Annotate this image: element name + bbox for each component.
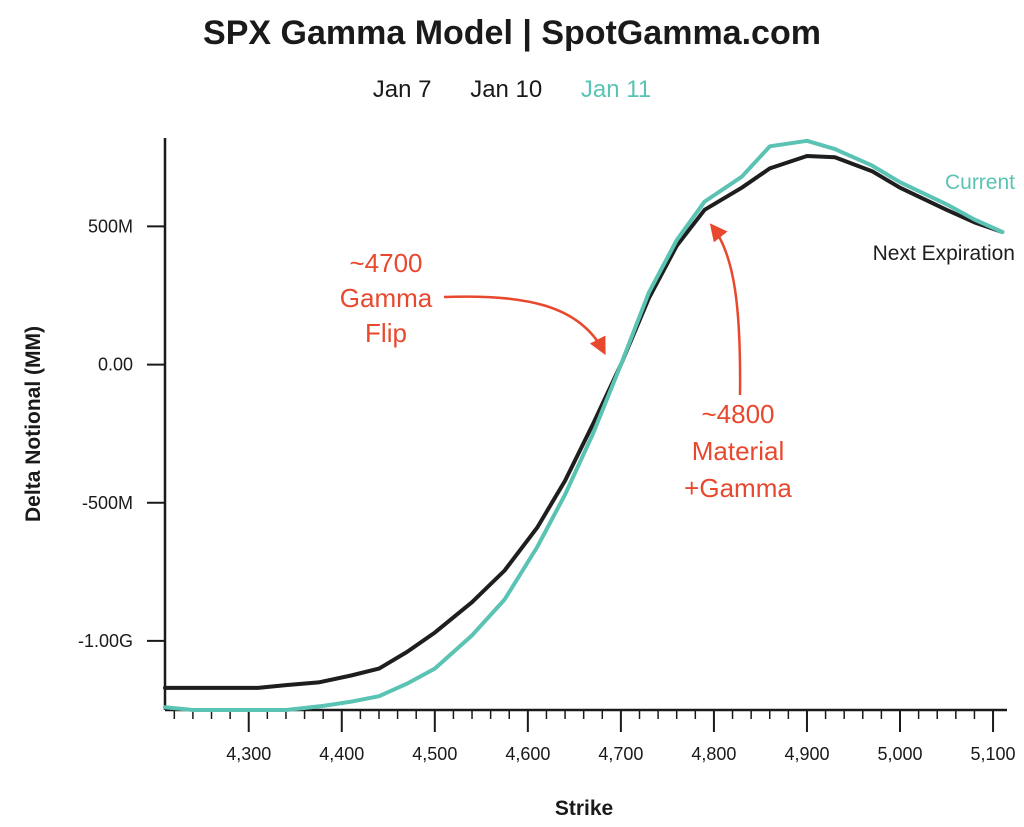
- x-tick-label: 5,000: [877, 744, 922, 764]
- date-tab-jan-10[interactable]: Jan 10: [470, 76, 543, 103]
- date-tab-jan-7[interactable]: Jan 7: [372, 76, 432, 103]
- y-axis: 500M 0.00 -500M -1.00G: [78, 138, 167, 710]
- x-axis-title: Strike: [555, 797, 613, 820]
- x-tick-label: 4,300: [226, 744, 271, 764]
- annotation-material-gamma: ~4800 Material +Gamma: [684, 223, 792, 503]
- annotation-gamma-flip-line-2: Gamma: [340, 283, 433, 313]
- annotation-material-gamma-line-2: Material: [692, 436, 784, 466]
- y-tick-label: 0.00: [98, 355, 133, 375]
- y-tick-label: -1.00G: [78, 631, 133, 651]
- x-tick-label: 4,500: [412, 744, 457, 764]
- series-group: [163, 138, 1005, 712]
- y-axis-title: Delta Notional (MM): [22, 326, 45, 522]
- annotation-gamma-flip-arrow: [443, 295, 606, 356]
- y-tick-label: -500M: [82, 493, 133, 513]
- x-tick-label: 4,700: [598, 744, 643, 764]
- x-tick-label: 4,900: [784, 744, 829, 764]
- annotation-gamma-flip-line-3: Flip: [365, 318, 407, 348]
- x-tick-label: 4,600: [505, 744, 550, 764]
- annotation-gamma-flip: ~4700 Gamma Flip: [340, 248, 606, 356]
- y-tick-label: 500M: [88, 216, 133, 236]
- x-tick-label: 4,800: [691, 744, 736, 764]
- x-tick-label: 5,100: [971, 744, 1016, 764]
- date-tabs: Jan 7 Jan 10 Jan 11: [0, 76, 1024, 104]
- x-tick-label: 4,400: [319, 744, 364, 764]
- series-line-current: [163, 138, 1005, 712]
- series-label-current: Current: [945, 171, 1015, 194]
- series-line-next-expiration: [163, 154, 1005, 690]
- annotation-material-gamma-line-3: +Gamma: [684, 473, 792, 503]
- date-tab-jan-11[interactable]: Jan 11: [580, 76, 652, 103]
- annotation-material-gamma-arrow: [709, 223, 742, 396]
- chart-title: SPX Gamma Model | SpotGamma.com: [203, 14, 821, 52]
- annotation-gamma-flip-line-1: ~4700: [349, 248, 422, 278]
- annotation-material-gamma-line-1: ~4800: [701, 399, 774, 429]
- x-axis: 4,300 4,400 4,500 4,600 4,700 4,800 4,900 5,000…: [165, 708, 1016, 764]
- series-label-next-expiration: Next Expiration: [873, 242, 1015, 265]
